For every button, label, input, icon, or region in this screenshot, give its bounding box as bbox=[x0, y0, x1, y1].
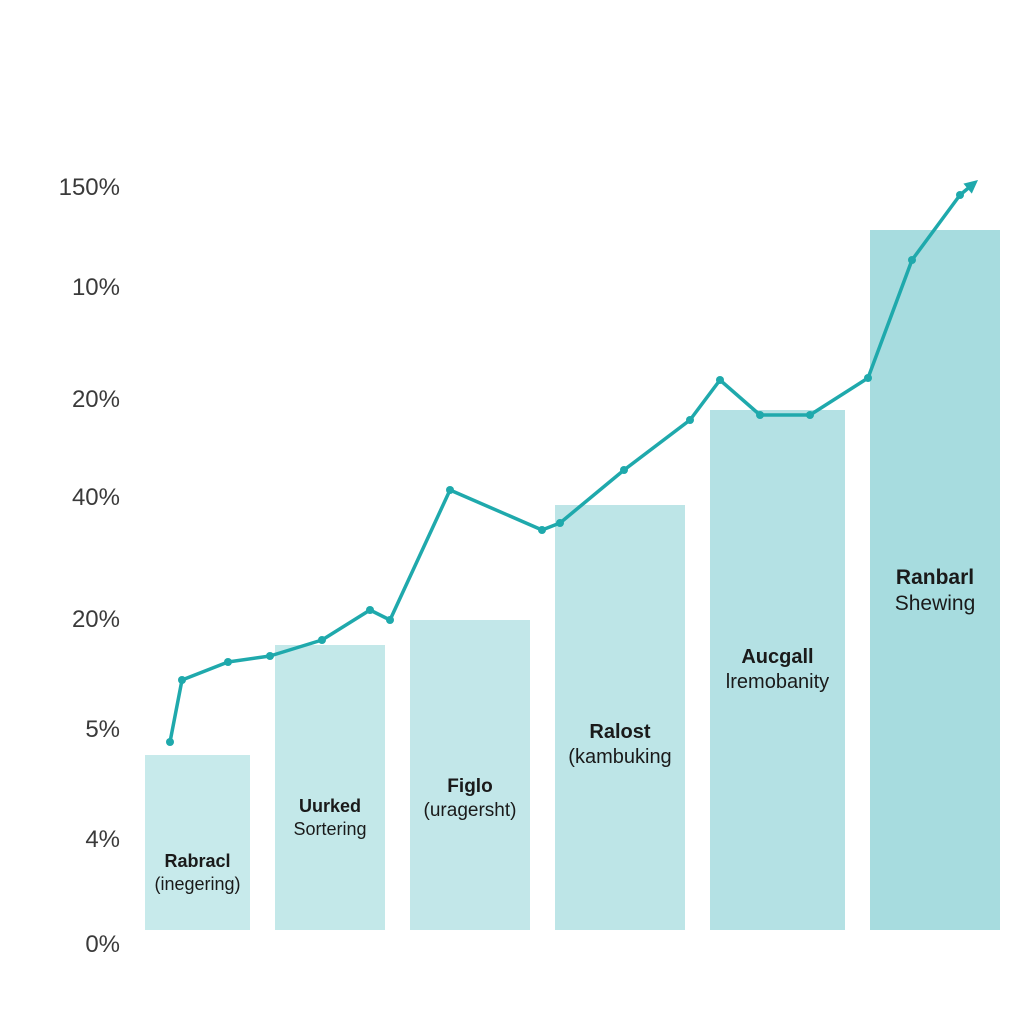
bar-label-primary: Ranbarl bbox=[895, 565, 976, 591]
bar-label-primary: Uurked bbox=[293, 795, 366, 818]
bar-label-primary: Rabracl bbox=[154, 850, 240, 873]
bar-label: Rabracl(inegering) bbox=[154, 850, 240, 895]
bar-label-secondary: (uragersht) bbox=[424, 799, 517, 823]
y-axis-label: 20% bbox=[20, 386, 120, 414]
y-axis-label: 4% bbox=[20, 826, 120, 854]
bar: Aucgalllremobanity bbox=[710, 410, 845, 930]
y-axis-label: 40% bbox=[20, 484, 120, 512]
bar-label: Aucgalllremobanity bbox=[726, 645, 829, 695]
bar: RanbarlShewing bbox=[870, 230, 1000, 930]
y-axis: 150% 10% 20% 40% 20% 5% 4% 0% bbox=[0, 0, 130, 1024]
bar-label-primary: Aucgall bbox=[726, 645, 829, 670]
bar-label-secondary: Shewing bbox=[895, 591, 976, 617]
bar-label: Figlo(uragersht) bbox=[424, 775, 517, 823]
bar-label-secondary: lremobanity bbox=[726, 670, 829, 695]
y-axis-label: 0% bbox=[20, 931, 120, 959]
bar-label: RanbarlShewing bbox=[895, 565, 976, 618]
y-axis-label: 20% bbox=[20, 606, 120, 634]
bar-label-secondary: (kambuking bbox=[568, 745, 671, 770]
plot-area: Rabracl(inegering) UurkedSortering Figlo(u… bbox=[140, 140, 990, 930]
y-axis-label: 10% bbox=[20, 274, 120, 302]
bar: UurkedSortering bbox=[275, 645, 385, 930]
bar: Ralost(kambuking bbox=[555, 505, 685, 930]
bar-label: Ralost(kambuking bbox=[568, 720, 671, 770]
bar-label-secondary: (inegering) bbox=[154, 873, 240, 896]
bar-label-secondary: Sortering bbox=[293, 818, 366, 841]
chart-container: 150% 10% 20% 40% 20% 5% 4% 0% Rabracl(inegering… bbox=[0, 0, 1024, 1024]
bar: Figlo(uragersht) bbox=[410, 620, 530, 930]
bar-label-primary: Ralost bbox=[568, 720, 671, 745]
bar: Rabracl(inegering) bbox=[145, 755, 250, 930]
bar-label-primary: Figlo bbox=[424, 775, 517, 799]
y-axis-label: 150% bbox=[20, 174, 120, 202]
y-axis-label: 5% bbox=[20, 716, 120, 744]
bar-label: UurkedSortering bbox=[293, 795, 366, 840]
